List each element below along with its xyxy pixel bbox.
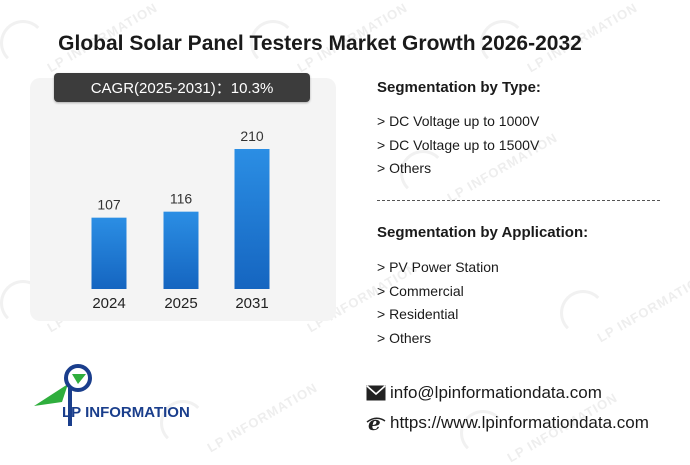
bar-2024 xyxy=(91,217,127,289)
watermark-logo-icon xyxy=(0,20,46,66)
watermark-text: LP INFORMATION xyxy=(204,379,321,456)
segmentation-type-list: > DC Voltage up to 1000V > DC Voltage up… xyxy=(377,110,539,181)
segmentation-application-list: > PV Power Station > Commercial > Reside… xyxy=(377,256,499,350)
contact-email-text: info@lpinformationdata.com xyxy=(390,383,602,402)
list-item: > PV Power Station xyxy=(377,259,499,275)
watermark-logo-icon xyxy=(560,290,606,336)
watermark-logo-icon xyxy=(400,150,446,196)
section-divider xyxy=(377,200,660,201)
watermark-text: LP INFORMATION xyxy=(594,269,690,346)
watermark-logo-icon xyxy=(480,20,526,66)
contact-website[interactable]: e https://www.lpinformationdata.com xyxy=(366,413,649,433)
list-item: > Residential xyxy=(377,306,459,323)
list-item: > DC Voltage up to 1500V xyxy=(377,136,540,153)
data-label: 210 xyxy=(240,128,264,144)
bar-chart: 107 2024 116 2025 210 2031 xyxy=(91,128,270,312)
x-tick-label: 2031 xyxy=(235,295,268,312)
watermark-logo-icon xyxy=(250,20,296,66)
bar-2031 xyxy=(234,149,270,289)
data-label: 116 xyxy=(170,191,193,207)
watermark-logo-icon xyxy=(460,410,506,456)
cagr-label: CAGR(2025-2031)：10.3% xyxy=(90,80,274,97)
x-tick-label: 2024 xyxy=(92,295,125,312)
logo-text: LP INFORMATION xyxy=(62,404,190,421)
segmentation-type-title: Segmentation by Type: xyxy=(377,79,541,96)
list-item: > DC Voltage up to 1000V xyxy=(377,113,540,129)
watermark-logo-icon xyxy=(160,400,206,446)
watermark-logo-icon xyxy=(0,280,46,326)
contact-email[interactable]: info@lpinformationdata.com xyxy=(366,383,602,403)
bar-2025 xyxy=(163,211,199,289)
list-item: > Commercial xyxy=(377,282,464,299)
browser-e-icon: e xyxy=(366,413,386,433)
svg-text:e: e xyxy=(368,413,381,433)
list-item: > Others xyxy=(377,329,432,346)
data-label: 107 xyxy=(97,197,121,213)
lp-information-logo-icon xyxy=(34,364,92,426)
bars-group: 107 2024 116 2025 210 2031 xyxy=(91,128,270,312)
cagr-badge: CAGR(2025-2031)：10.3% xyxy=(54,73,310,102)
page-title: Global Solar Panel Testers Market Growth… xyxy=(58,32,582,55)
envelope-icon xyxy=(366,385,386,401)
contact-website-text: https://www.lpinformationdata.com xyxy=(390,413,649,432)
segmentation-application-title: Segmentation by Application: xyxy=(377,224,589,241)
x-tick-label: 2025 xyxy=(164,295,197,312)
list-item: > Others xyxy=(377,160,432,177)
